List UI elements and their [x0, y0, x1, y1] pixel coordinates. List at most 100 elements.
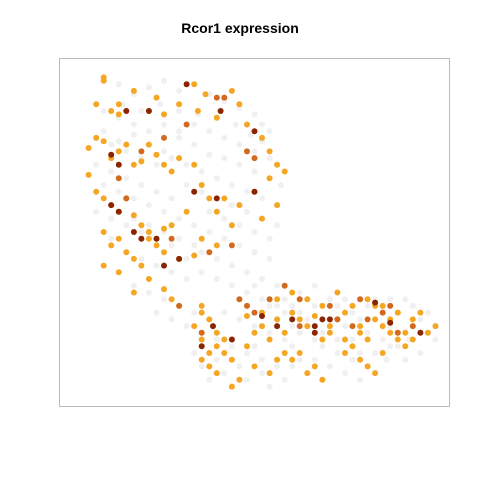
cell-point-background	[157, 101, 164, 108]
cell-point-mid	[266, 296, 273, 303]
cell-point-background	[145, 222, 152, 229]
cell-point-high	[251, 128, 258, 135]
cell-point-background	[342, 296, 348, 303]
cell-point-expressing	[379, 302, 386, 309]
cell-point-background	[183, 323, 190, 330]
cell-point-background	[259, 356, 265, 363]
cell-point-expressing	[304, 370, 311, 377]
cell-point-expressing	[432, 323, 439, 330]
cell-point-expressing	[100, 262, 107, 269]
cell-point-expressing	[191, 161, 198, 168]
cell-point-background	[311, 302, 318, 309]
cell-point-mid	[296, 323, 303, 330]
cell-point-mid	[364, 316, 371, 323]
cell-point-mid	[161, 134, 167, 141]
cell-point-background	[206, 208, 213, 215]
cell-point-mid	[236, 296, 243, 303]
cell-point-background	[296, 356, 303, 363]
cell-point-background	[236, 242, 243, 249]
cell-point-background	[100, 182, 107, 188]
cell-point-expressing	[236, 376, 243, 383]
cell-point-expressing	[259, 134, 265, 141]
cell-point-expressing	[228, 383, 235, 390]
cell-point-expressing	[357, 356, 364, 363]
cell-point-expressing	[213, 114, 220, 121]
cell-point-background	[153, 309, 160, 316]
cell-point-background	[349, 336, 356, 343]
cell-point-mid	[115, 175, 122, 182]
cell-point-background	[161, 77, 167, 84]
cell-point-expressing	[206, 363, 213, 370]
cell-point-mid	[326, 302, 333, 309]
cell-point-expressing	[161, 225, 167, 232]
cell-point-expressing	[274, 316, 281, 323]
cell-point-high	[210, 323, 216, 330]
cell-point-background	[432, 336, 439, 343]
cell-point-expressing	[138, 222, 145, 229]
cell-point-expressing	[379, 323, 386, 330]
cell-point-background	[130, 131, 137, 138]
cell-point-mid	[176, 302, 183, 309]
cell-point-expressing	[123, 141, 130, 148]
cell-point-background	[183, 161, 190, 168]
cell-point-high	[251, 188, 258, 195]
cell-point-expressing	[145, 229, 152, 235]
cell-point-expressing	[161, 249, 167, 256]
cell-point-expressing	[259, 215, 265, 222]
cell-point-background	[387, 296, 394, 303]
cell-point-expressing	[115, 148, 122, 155]
cell-point-background	[183, 276, 190, 282]
cell-point-background	[349, 356, 356, 363]
cell-point-background	[123, 175, 130, 182]
cell-point-background	[266, 255, 273, 262]
cell-point-expressing	[244, 313, 250, 319]
cell-point-high	[161, 262, 167, 269]
cell-point-expressing	[379, 350, 386, 356]
cell-point-high	[319, 316, 326, 323]
cell-point-background	[168, 269, 175, 276]
cell-point-background	[244, 376, 250, 383]
cell-point-expressing	[198, 182, 205, 188]
cell-point-background	[236, 161, 243, 168]
cell-point-expressing	[130, 212, 137, 219]
cell-point-background	[213, 175, 220, 182]
cell-point-expressing	[213, 242, 220, 249]
cell-point-expressing	[115, 235, 122, 242]
cell-point-background	[289, 323, 296, 330]
cell-point-background	[145, 128, 152, 135]
cell-point-expressing	[93, 101, 100, 108]
cell-point-background	[334, 336, 341, 343]
cell-point-background	[161, 296, 167, 303]
cell-point-high	[115, 161, 122, 168]
cell-point-background	[296, 309, 303, 316]
cell-point-expressing	[387, 329, 394, 336]
cell-point-background	[334, 302, 341, 309]
cell-point-expressing	[145, 235, 152, 242]
cell-point-expressing	[251, 329, 258, 336]
cell-point-background	[244, 350, 250, 356]
cell-point-background	[296, 289, 303, 296]
cell-point-expressing	[311, 313, 318, 319]
cell-point-expressing	[342, 309, 348, 316]
cell-point-mid	[387, 302, 394, 309]
cell-point-background	[379, 336, 386, 343]
cell-point-mid	[281, 282, 288, 289]
cell-point-background	[213, 276, 220, 282]
cell-point-expressing	[326, 329, 333, 336]
cell-point-mid	[213, 94, 220, 101]
cell-point-background	[115, 188, 122, 195]
cell-point-expressing	[342, 336, 348, 343]
cell-point-background	[100, 128, 107, 135]
cell-point-high	[217, 108, 224, 114]
cell-point-background	[168, 195, 175, 202]
cell-point-background	[191, 242, 198, 249]
cell-point-background	[153, 161, 160, 168]
cell-point-high	[130, 229, 137, 235]
cell-point-background	[251, 168, 258, 175]
cell-point-background	[198, 168, 205, 175]
cell-point-background	[168, 316, 175, 323]
cell-point-background	[232, 121, 239, 128]
cell-point-background	[266, 383, 273, 390]
cell-point-expressing	[198, 336, 205, 343]
cell-point-high	[289, 316, 296, 323]
